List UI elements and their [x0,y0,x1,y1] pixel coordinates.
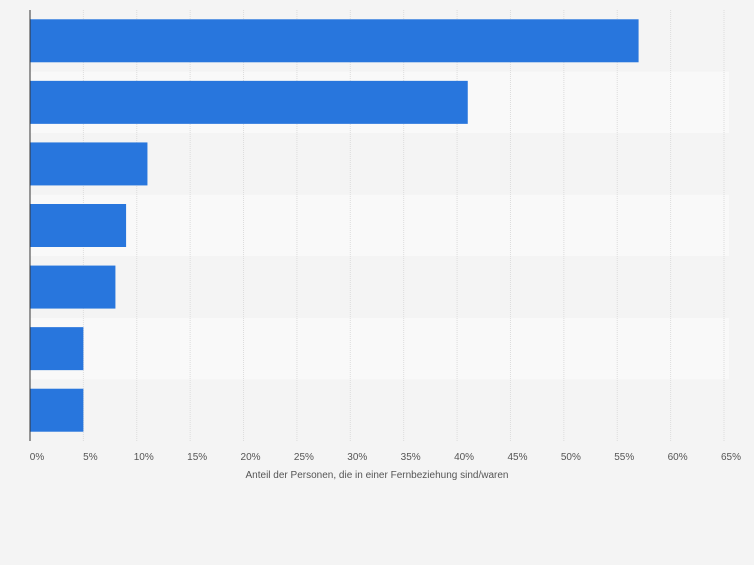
x-tick-label: 0% [30,452,45,463]
x-tick-label: 35% [401,452,421,463]
x-axis-label: Anteil der Personen, die in einer Fernbe… [246,470,509,481]
x-tick-labels: 0% 5% 10% 15% 20% 25% 30% 35% 40% 45% 50% 55% 60% 65% [30,452,741,463]
x-tick-label: 55% [614,452,634,463]
bar[interactable] [30,265,116,309]
row-band [30,194,729,257]
bar[interactable] [30,19,639,63]
bar[interactable] [30,327,84,371]
x-tick-label: 60% [668,452,688,463]
x-tick-label: 5% [83,452,98,463]
bar[interactable] [30,80,468,124]
row-band [30,379,729,441]
x-tick-label: 50% [561,452,581,463]
bar[interactable] [30,204,127,247]
bar[interactable] [30,142,148,186]
bars [30,19,639,432]
row-bands [30,10,729,441]
x-tick-label: 10% [134,452,154,463]
bar[interactable] [30,388,84,432]
x-tick-label: 40% [454,452,474,463]
x-tick-label: 15% [187,452,207,463]
x-tick-label: 65% [721,452,741,463]
row-band [30,256,729,318]
x-tick-label: 45% [507,452,527,463]
x-tick-label: 30% [347,452,367,463]
row-band [30,317,729,380]
x-tick-label: 20% [241,452,261,463]
x-tick-label: 25% [294,452,314,463]
